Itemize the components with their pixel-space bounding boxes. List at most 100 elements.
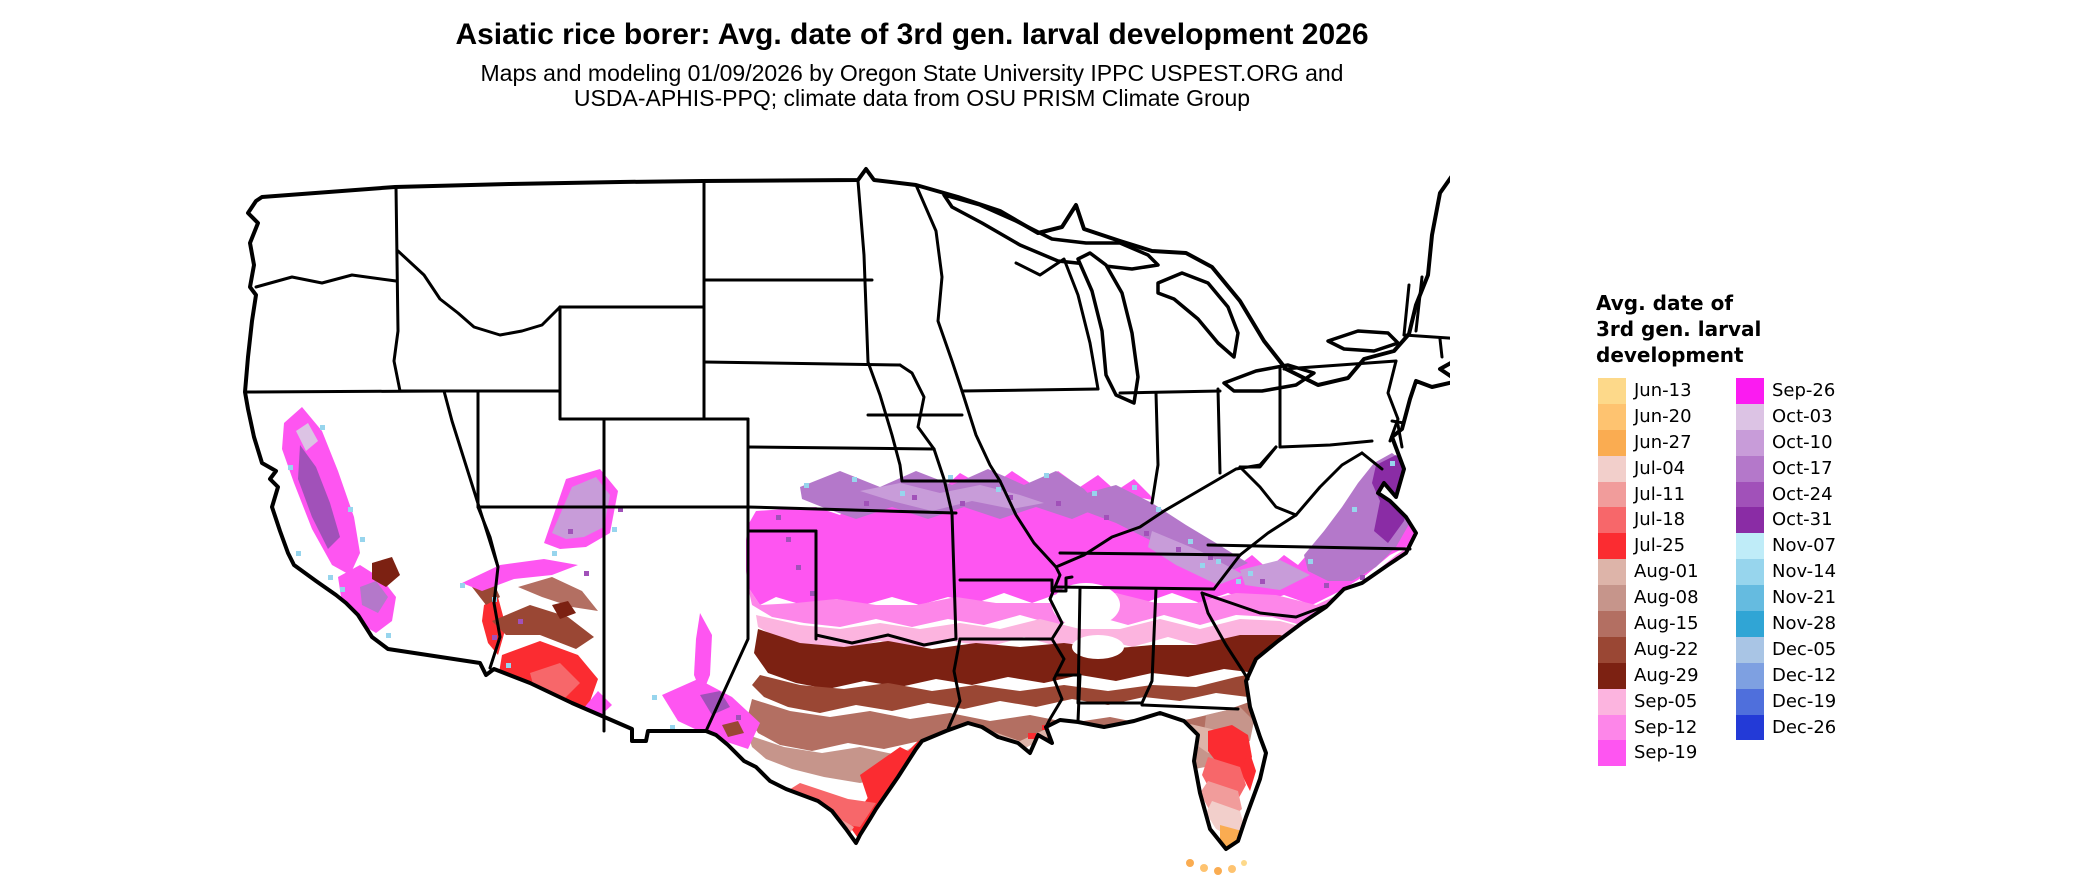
legend-swatch bbox=[1736, 378, 1764, 404]
legend-column-1: Jun-13 Jun-20 Jun-27 Jul-04 Jul-11 Jul-1… bbox=[1598, 378, 1699, 767]
legend-label: Aug-01 bbox=[1634, 561, 1699, 583]
cyan-speckles bbox=[288, 425, 1429, 730]
page-title: Asiatic rice borer: Avg. date of 3rd gen… bbox=[455, 18, 1369, 51]
florida-keys bbox=[1186, 859, 1247, 875]
legend-label: Nov-28 bbox=[1772, 612, 1837, 634]
legend-item: Aug-15 bbox=[1598, 611, 1699, 637]
legend-label: Jul-25 bbox=[1634, 535, 1686, 557]
legend-item: Jul-18 bbox=[1598, 507, 1699, 534]
subtitle-line-1: Maps and modeling 01/09/2026 by Oregon S… bbox=[480, 60, 1344, 86]
legend-item: Oct-24 bbox=[1736, 481, 1836, 508]
legend-label: Aug-22 bbox=[1634, 638, 1699, 660]
legend-swatch bbox=[1736, 455, 1764, 482]
legend-swatch bbox=[1736, 662, 1764, 689]
legend-item: Aug-01 bbox=[1598, 559, 1699, 586]
legend-item: Nov-14 bbox=[1736, 559, 1837, 586]
legend-item: Jul-04 bbox=[1598, 455, 1699, 482]
legend-swatch bbox=[1736, 636, 1764, 663]
legend-item: Aug-29 bbox=[1598, 662, 1699, 689]
legend-item: Jun-20 bbox=[1598, 403, 1699, 430]
legend-swatch bbox=[1598, 429, 1626, 456]
subtitle-line-2: USDA-APHIS-PPQ; climate data from OSU PR… bbox=[573, 85, 1251, 111]
legend-item: Dec-26 bbox=[1736, 714, 1836, 741]
legend-title-line-2: 3rd gen. larval bbox=[1596, 317, 1762, 341]
legend-swatch bbox=[1598, 740, 1626, 767]
legend-swatch bbox=[1598, 507, 1626, 534]
legend-swatch bbox=[1598, 403, 1626, 430]
legend-item: Oct-31 bbox=[1736, 507, 1836, 534]
choropleth-layer bbox=[282, 407, 1430, 849]
legend-item: Jun-27 bbox=[1598, 429, 1699, 456]
legend-label: Aug-29 bbox=[1634, 664, 1699, 686]
legend-label: Jul-04 bbox=[1634, 457, 1686, 479]
legend-label: Aug-15 bbox=[1634, 612, 1699, 634]
legend-item: Dec-05 bbox=[1736, 636, 1837, 663]
legend-label: Nov-14 bbox=[1772, 561, 1837, 583]
purple-speckles bbox=[492, 495, 1365, 720]
legend-label: Dec-12 bbox=[1772, 664, 1837, 686]
legend-swatch bbox=[1736, 714, 1764, 741]
legend-label: Oct-31 bbox=[1772, 509, 1833, 531]
state-borders bbox=[243, 179, 1464, 733]
legend-label: Oct-17 bbox=[1772, 457, 1833, 479]
legend-swatch bbox=[1598, 533, 1626, 560]
legend-label: Sep-19 bbox=[1634, 742, 1698, 764]
legend-item: Aug-08 bbox=[1598, 585, 1699, 612]
legend-label: Nov-21 bbox=[1772, 587, 1837, 609]
legend-item: Dec-19 bbox=[1736, 688, 1837, 715]
legend-label: Aug-08 bbox=[1634, 587, 1699, 609]
legend-swatch bbox=[1598, 378, 1626, 404]
legend-label: Dec-19 bbox=[1772, 690, 1837, 712]
legend-label: Jun-13 bbox=[1634, 379, 1692, 401]
legend-column-2: Sep-26 Oct-03 Oct-10 Oct-17 Oct-24 Oct-3… bbox=[1736, 378, 1837, 741]
legend-item: Sep-26 bbox=[1736, 378, 1836, 404]
legend-swatch bbox=[1598, 688, 1626, 715]
legend-swatch bbox=[1736, 481, 1764, 508]
legend-label: Sep-12 bbox=[1634, 716, 1698, 738]
legend-item: Dec-12 bbox=[1736, 662, 1837, 689]
legend-label: Jul-11 bbox=[1634, 483, 1686, 505]
legend-item: Jul-11 bbox=[1598, 481, 1699, 508]
legend-swatch bbox=[1736, 688, 1764, 715]
legend-swatch bbox=[1598, 481, 1626, 508]
legend-item: Oct-17 bbox=[1736, 455, 1836, 482]
legend-label: Nov-07 bbox=[1772, 535, 1837, 557]
legend-item: Sep-12 bbox=[1598, 714, 1699, 741]
legend-item: Oct-03 bbox=[1736, 403, 1836, 430]
legend-swatch bbox=[1736, 611, 1764, 637]
legend-swatch bbox=[1736, 559, 1764, 586]
great-lakes bbox=[942, 193, 1400, 405]
legend-item: Jun-13 bbox=[1598, 378, 1699, 404]
legend-title: Avg. date of 3rd gen. larval development bbox=[1596, 290, 1896, 368]
legend-label: Jun-27 bbox=[1634, 431, 1692, 453]
legend-item: Jul-25 bbox=[1598, 533, 1699, 560]
legend-label: Sep-05 bbox=[1634, 690, 1698, 712]
page-subtitle: Maps and modeling 01/09/2026 by Oregon S… bbox=[481, 61, 1344, 111]
legend-item: Nov-07 bbox=[1736, 533, 1837, 560]
legend-item: Aug-22 bbox=[1598, 636, 1699, 663]
legend-swatch bbox=[1598, 662, 1626, 689]
legend-swatch bbox=[1598, 636, 1626, 663]
legend-item: Nov-21 bbox=[1736, 585, 1837, 612]
legend-swatch bbox=[1736, 429, 1764, 456]
legend-item: Sep-19 bbox=[1598, 740, 1699, 767]
legend-item: Nov-28 bbox=[1736, 611, 1836, 637]
legend-label: Jun-20 bbox=[1634, 405, 1692, 427]
legend: Avg. date of 3rd gen. larval development… bbox=[1596, 290, 1896, 767]
legend-item: Oct-10 bbox=[1736, 429, 1836, 456]
legend-swatch bbox=[1736, 403, 1764, 430]
legend-label: Oct-03 bbox=[1772, 405, 1833, 427]
legend-label: Jul-18 bbox=[1634, 509, 1686, 531]
legend-title-line-1: Avg. date of bbox=[1596, 291, 1734, 315]
legend-label: Dec-05 bbox=[1772, 638, 1837, 660]
legend-label: Oct-10 bbox=[1772, 431, 1833, 453]
legend-swatch bbox=[1598, 455, 1626, 482]
legend-item: Sep-05 bbox=[1598, 688, 1699, 715]
legend-swatch bbox=[1598, 714, 1626, 741]
legend-swatch bbox=[1598, 611, 1626, 637]
us-map-svg bbox=[243, 167, 1502, 875]
legend-label: Sep-26 bbox=[1772, 379, 1836, 401]
legend-swatch bbox=[1598, 559, 1626, 586]
legend-swatch bbox=[1736, 585, 1764, 612]
